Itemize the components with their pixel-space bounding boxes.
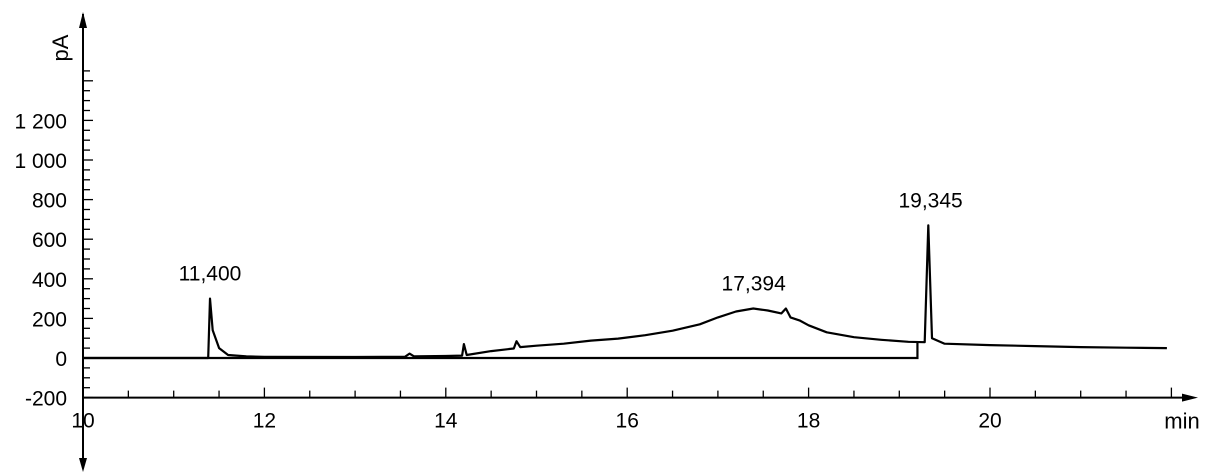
x-tick-label: 18 [797,410,820,433]
signal-trace [83,224,1167,360]
x-tick-label: 14 [434,410,458,433]
plot-area: 11,400 17,394 19,345 [83,189,1167,360]
x-tick-label: 12 [253,410,276,433]
y-tick-label: 1 000 [14,150,67,173]
y-axis-arrow-up [79,12,87,28]
peak-label: 11,400 [179,263,242,286]
y-tick-label: 600 [32,229,67,252]
y-axis-arrow-down [79,458,87,472]
y-tick-label: 200 [32,308,67,331]
y-tick-label: -200 [25,388,67,411]
x-axis-unit-label: min [1164,409,1199,434]
x-axis: 10 12 14 16 18 20 [71,387,1198,433]
y-axis-unit-label: pA [48,34,73,61]
peak-label: 19,345 [898,189,962,212]
y-axis: -200 0 200 400 600 800 1 000 1 200 [14,12,93,472]
x-tick-label: 16 [616,410,639,433]
integration-baseline [83,342,919,360]
x-tick-label: 20 [978,410,1001,433]
x-tick-label: 10 [71,410,94,433]
y-tick-label: 400 [32,269,67,292]
x-axis-arrow [1182,393,1198,402]
y-tick-label: 0 [55,348,67,371]
peak-label: 17,394 [722,273,787,296]
y-tick-label: 800 [32,190,67,213]
y-tick-label: 1 200 [14,110,67,133]
